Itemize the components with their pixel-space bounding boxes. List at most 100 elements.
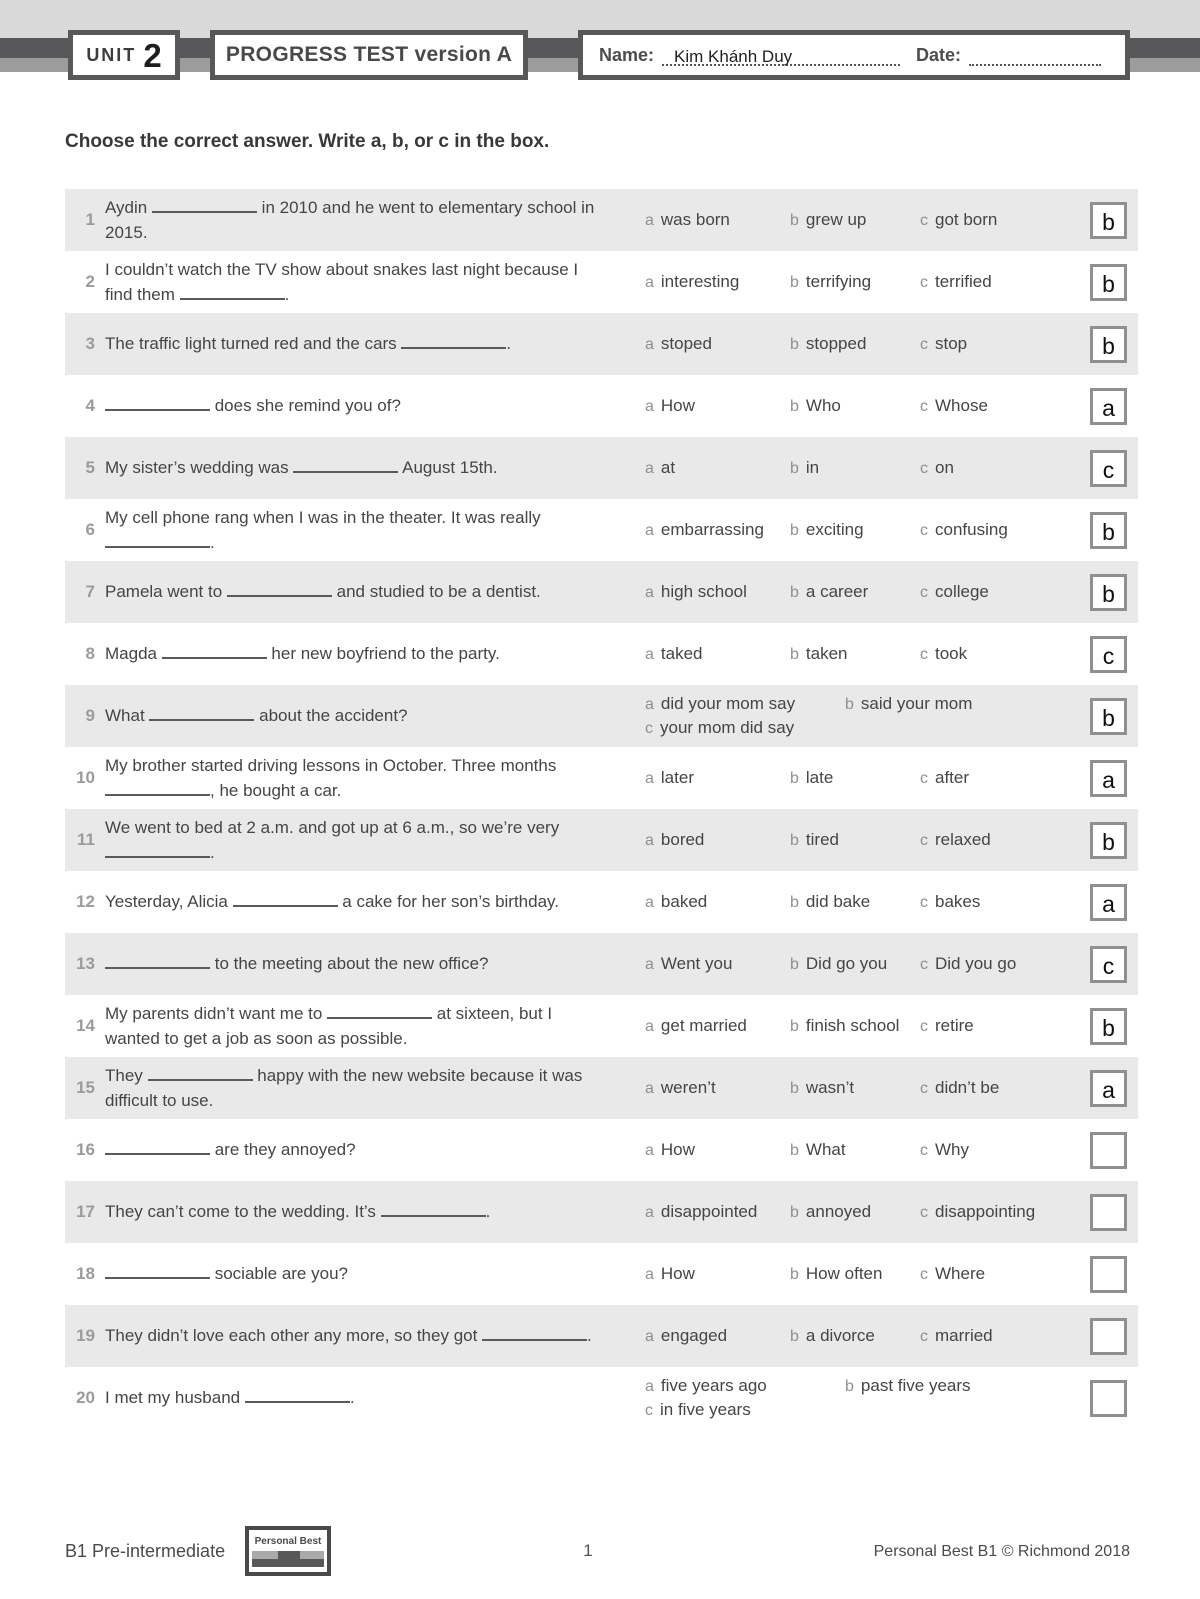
blank-line: [380, 1204, 486, 1218]
answer-box[interactable]: a: [1090, 883, 1127, 921]
question-number: 3: [85, 334, 95, 353]
question-options: a later b late c after: [645, 766, 1090, 790]
option-text: at: [660, 457, 676, 477]
option-letter: b: [790, 1327, 799, 1345]
option-letter: a: [645, 583, 654, 601]
answer-box[interactable]: a: [1090, 1069, 1127, 1107]
option-text: your mom did say: [660, 718, 795, 737]
option-b: b grew up: [790, 208, 920, 232]
question-number: 13: [76, 954, 95, 973]
option-b: b Who: [790, 394, 920, 418]
option-text: Why: [935, 1139, 969, 1159]
option-letter: c: [920, 1079, 928, 1097]
option-letter: b: [790, 273, 799, 291]
option-text: taken: [805, 643, 848, 663]
option-a: a later: [645, 766, 790, 790]
answer-box[interactable]: b: [1090, 325, 1127, 363]
question-options: a did your mom say b said your mom c your mom…: [645, 692, 1090, 741]
option-text: college: [935, 581, 989, 601]
option-letter: a: [645, 1141, 654, 1159]
answer-box[interactable]: b: [1090, 573, 1127, 611]
option-a: a stoped: [645, 332, 790, 356]
question-options: a stoped b stopped c stop: [645, 332, 1090, 356]
answer-box[interactable]: [1090, 1193, 1127, 1231]
answer-box[interactable]: c: [1090, 635, 1127, 673]
answer-value: c: [1102, 457, 1115, 484]
unit-number: 2: [143, 36, 162, 74]
option-text: Who: [805, 395, 841, 415]
answer-box[interactable]: c: [1090, 449, 1127, 487]
option-b: b What: [790, 1138, 920, 1162]
question-text: The traffic light turned red and the car…: [105, 334, 512, 354]
option-b: b stopped: [790, 332, 920, 356]
date-field[interactable]: [969, 44, 1102, 66]
answer-box[interactable]: b: [1090, 821, 1127, 859]
option-text: did bake: [805, 891, 871, 911]
blank-line: [105, 783, 210, 796]
answer-value: a: [1102, 1077, 1115, 1104]
option-text: a career: [805, 581, 869, 601]
option-letter: a: [645, 955, 654, 973]
option-text: high school: [660, 581, 747, 601]
answer-box[interactable]: b: [1090, 697, 1127, 735]
blank-line: [105, 845, 210, 858]
option-text: How: [660, 1263, 695, 1283]
question-text: sociable are you?: [105, 1261, 602, 1287]
option-text: How: [660, 1139, 695, 1159]
question-number: 4: [85, 396, 95, 415]
unit-badge: UNIT 2: [68, 30, 180, 80]
option-letter: c: [920, 1203, 928, 1221]
question-number: 8: [85, 644, 95, 663]
answer-box[interactable]: [1090, 1255, 1127, 1293]
question-text: to the meeting about the new office?: [105, 951, 602, 977]
test-title-box: PROGRESS TEST version A: [210, 30, 528, 80]
question-options: a interesting b terrifying c terrified: [645, 270, 1090, 294]
answer-value: b: [1102, 209, 1115, 236]
answer-box[interactable]: a: [1090, 387, 1127, 425]
question-number: 1: [85, 210, 95, 229]
option-c: c disappointing: [920, 1200, 1090, 1224]
question-text: Aydin in 2010 and he went to elementary …: [105, 197, 595, 243]
option-text: disappointed: [660, 1201, 758, 1221]
blank-line: [149, 708, 255, 722]
answer-box[interactable]: c: [1090, 945, 1127, 983]
answer-box[interactable]: a: [1090, 759, 1127, 797]
option-letter: c: [920, 397, 928, 415]
option-b: b did bake: [790, 890, 920, 914]
date-label: Date:: [916, 44, 962, 65]
option-text: didn’t be: [935, 1077, 1000, 1097]
question-options: a baked b did bake c bakes: [645, 890, 1090, 914]
option-text: Went you: [660, 953, 733, 973]
answer-value: b: [1102, 829, 1115, 856]
answer-box[interactable]: b: [1090, 263, 1127, 301]
option-a: a baked: [645, 890, 790, 914]
question-row: 9 What about the accident? a did your mom s…: [65, 685, 1138, 747]
question-options: a bored b tired c relaxed: [645, 828, 1090, 852]
answer-box[interactable]: [1090, 1131, 1127, 1169]
option-c: c college: [920, 580, 1090, 604]
option-text: was born: [660, 209, 730, 229]
option-text: Did you go: [935, 953, 1017, 973]
option-text: exciting: [805, 519, 864, 539]
option-b: b a divorce: [790, 1324, 920, 1348]
option-text: weren’t: [660, 1077, 716, 1097]
question-text: They can’t come to the wedding. It’s .: [105, 1202, 491, 1222]
option-a: a was born: [645, 208, 790, 232]
question-row: 8 Magda her new boyfriend to the party. a t…: [65, 623, 1138, 685]
option-letter: a: [645, 831, 654, 849]
question-number: 17: [76, 1202, 95, 1221]
answer-box[interactable]: [1090, 1379, 1127, 1417]
option-letter: c: [920, 211, 928, 229]
option-c: c Where: [920, 1262, 1090, 1286]
name-field[interactable]: Kim Khánh Duy: [662, 44, 901, 66]
option-letter: c: [920, 831, 928, 849]
option-b: b wasn’t: [790, 1076, 920, 1100]
answer-box[interactable]: b: [1090, 201, 1127, 239]
answer-box[interactable]: [1090, 1317, 1127, 1355]
answer-box[interactable]: b: [1090, 511, 1127, 549]
question-number: 6: [85, 520, 95, 539]
option-c: c bakes: [920, 890, 1090, 914]
option-a: a How: [645, 1262, 790, 1286]
question-number: 9: [85, 706, 95, 725]
answer-box[interactable]: b: [1090, 1007, 1127, 1045]
